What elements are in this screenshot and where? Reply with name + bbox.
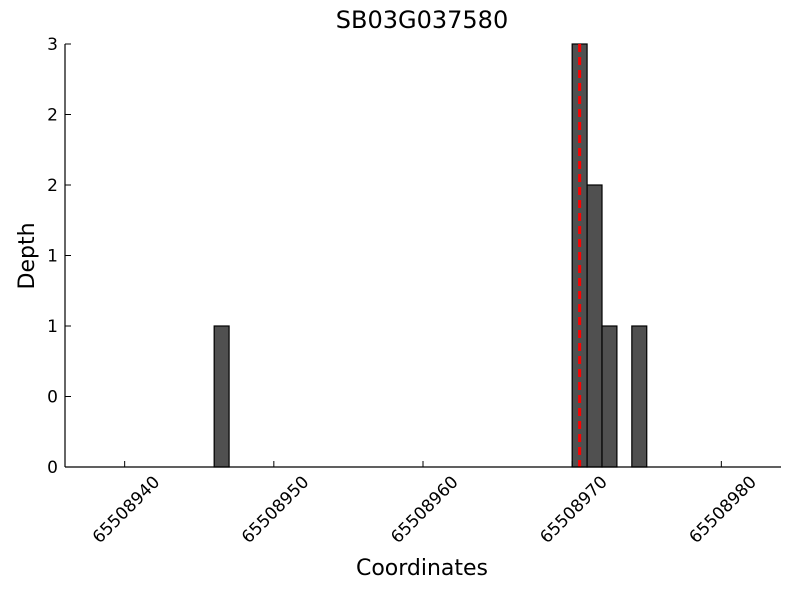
y-tick-label: 1 [47,317,58,337]
y-tick-label: 2 [47,106,58,126]
bar [586,184,603,468]
y-tick-label: 0 [47,458,58,478]
x-axis-label: Coordinates [356,556,488,581]
bar [601,325,618,468]
x-tick-label: 65508970 [536,472,611,547]
y-axis-label: Depth [15,222,40,289]
y-tick-label: 1 [47,247,58,267]
x-tick-label: 65508980 [686,472,761,547]
bar [631,325,648,468]
bar [213,325,230,468]
x-tick-label: 65508950 [238,472,313,547]
y-tick-label: 2 [47,176,58,196]
y-tick-label: 3 [47,35,58,55]
chart-title: SB03G037580 [336,6,508,34]
y-tick-label: 0 [47,388,58,408]
x-tick-label: 65508940 [89,472,164,547]
x-tick-label: 65508960 [387,472,462,547]
